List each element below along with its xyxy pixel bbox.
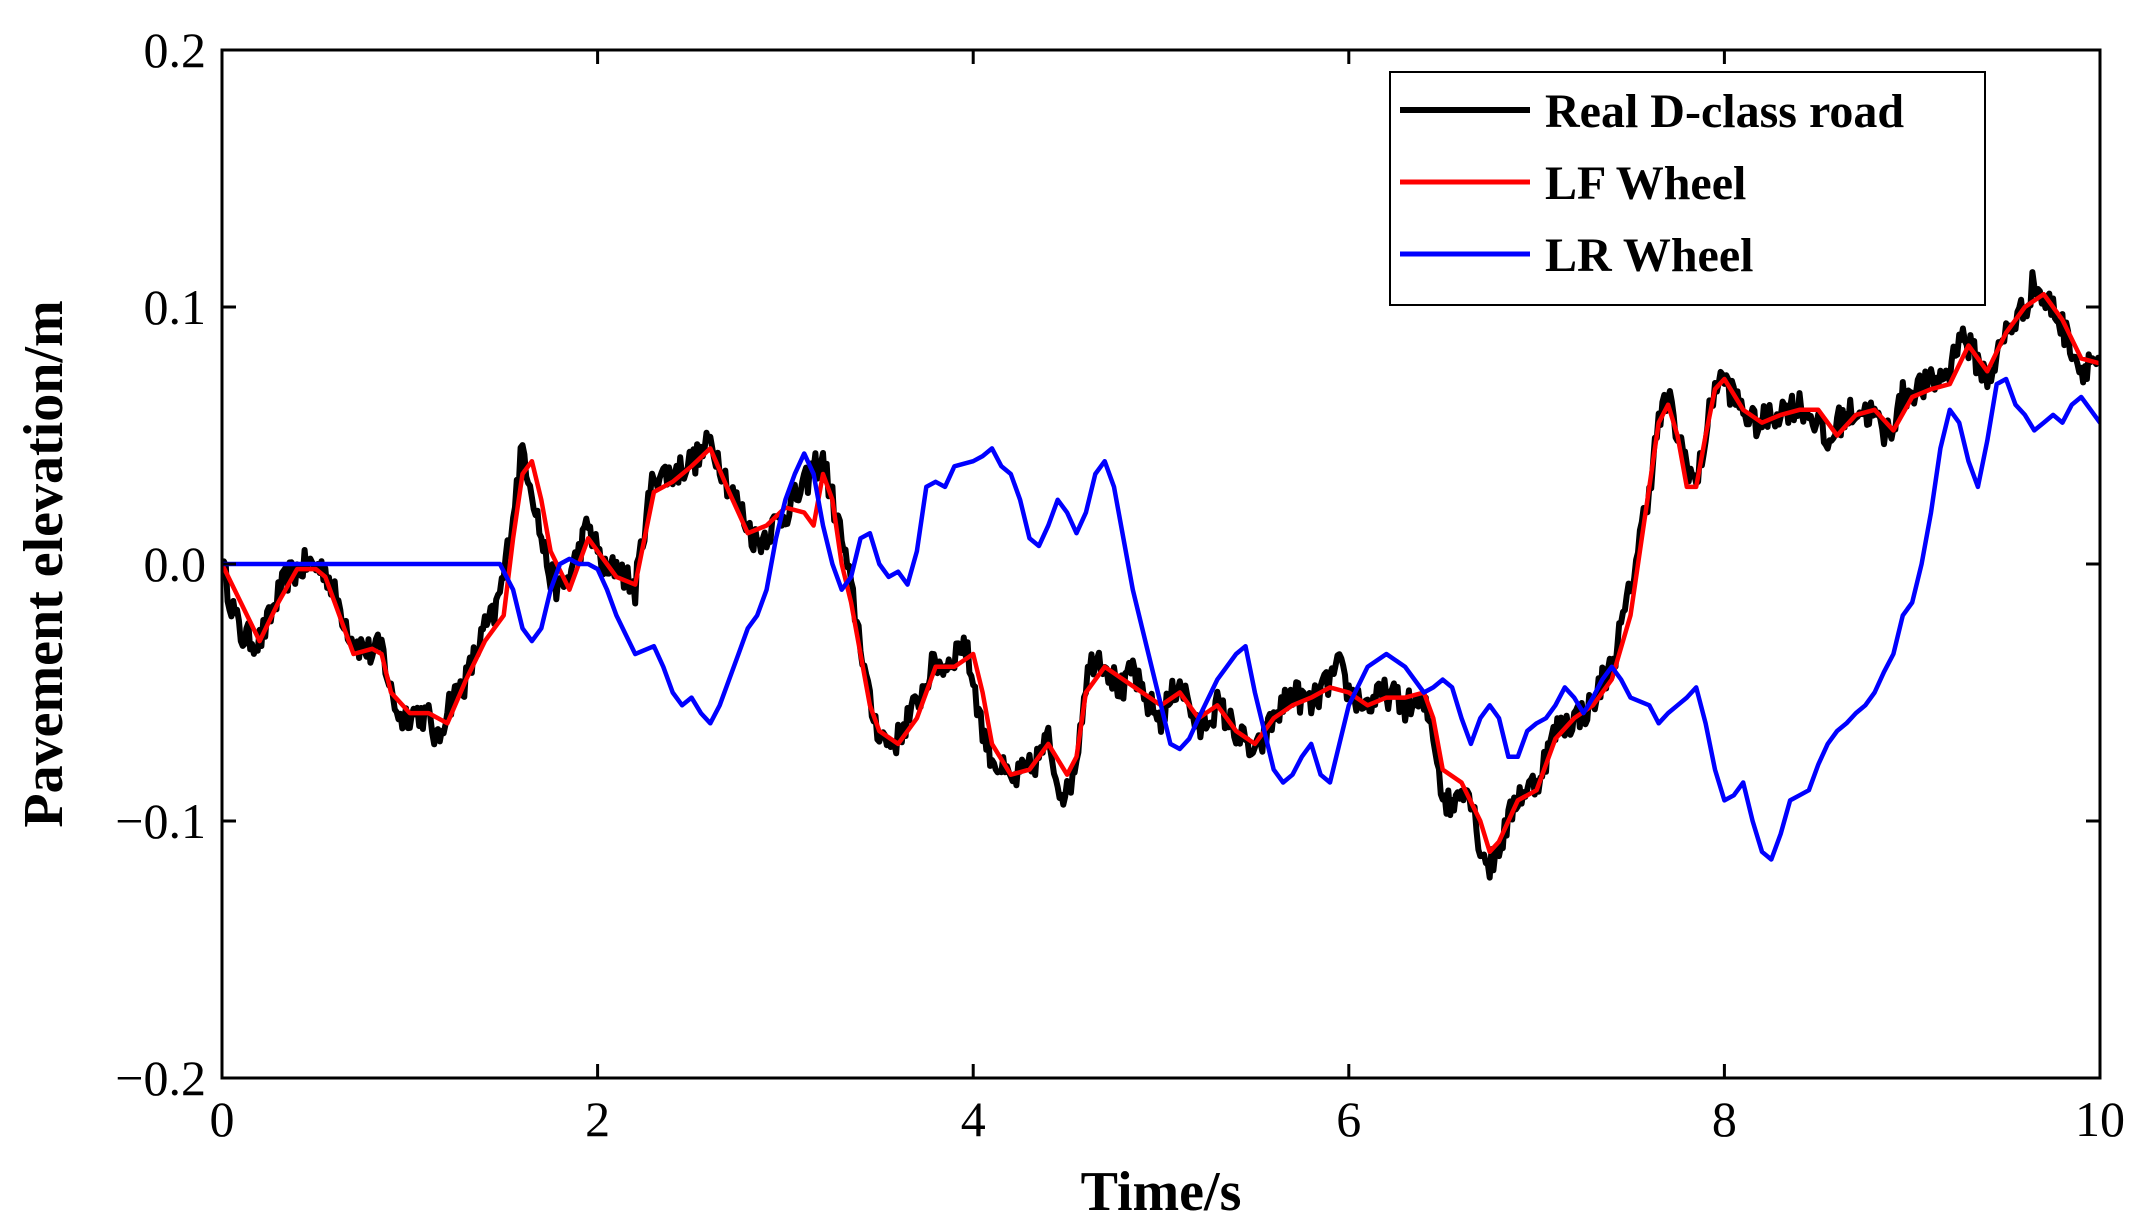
x-tick-label: 10 [2075, 1091, 2125, 1147]
y-tick-label: −0.1 [115, 793, 206, 849]
series-layer [222, 269, 2100, 881]
x-tick-label: 0 [210, 1091, 235, 1147]
x-tick-label: 4 [961, 1091, 986, 1147]
legend-label-lf-wheel: LF Wheel [1545, 157, 1746, 210]
legend: Real D-class road LF Wheel LR Wheel [1389, 71, 1986, 306]
x-tick-label: 6 [1336, 1091, 1361, 1147]
x-tick-label: 8 [1712, 1091, 1737, 1147]
y-axis-title: Pavement elevation/m [13, 300, 75, 827]
legend-label-real-road: Real D-class road [1545, 85, 1904, 138]
series-lf-wheel [222, 291, 2100, 855]
y-tick-label: 0.1 [144, 279, 207, 335]
x-tick-label: 2 [585, 1091, 610, 1147]
x-axis-title: Time/s [1081, 1161, 1242, 1223]
legend-label-lr-wheel: LR Wheel [1545, 229, 1753, 282]
tick-layer: 0 2 4 6 8 10 −0.2 −0.1 0.0 0.1 0.2 [115, 22, 2125, 1147]
y-tick-label: 0.2 [144, 22, 207, 78]
series-lr-wheel [222, 376, 2100, 862]
y-tick-label: −0.2 [115, 1050, 206, 1106]
y-tick-label: 0.0 [144, 536, 207, 592]
